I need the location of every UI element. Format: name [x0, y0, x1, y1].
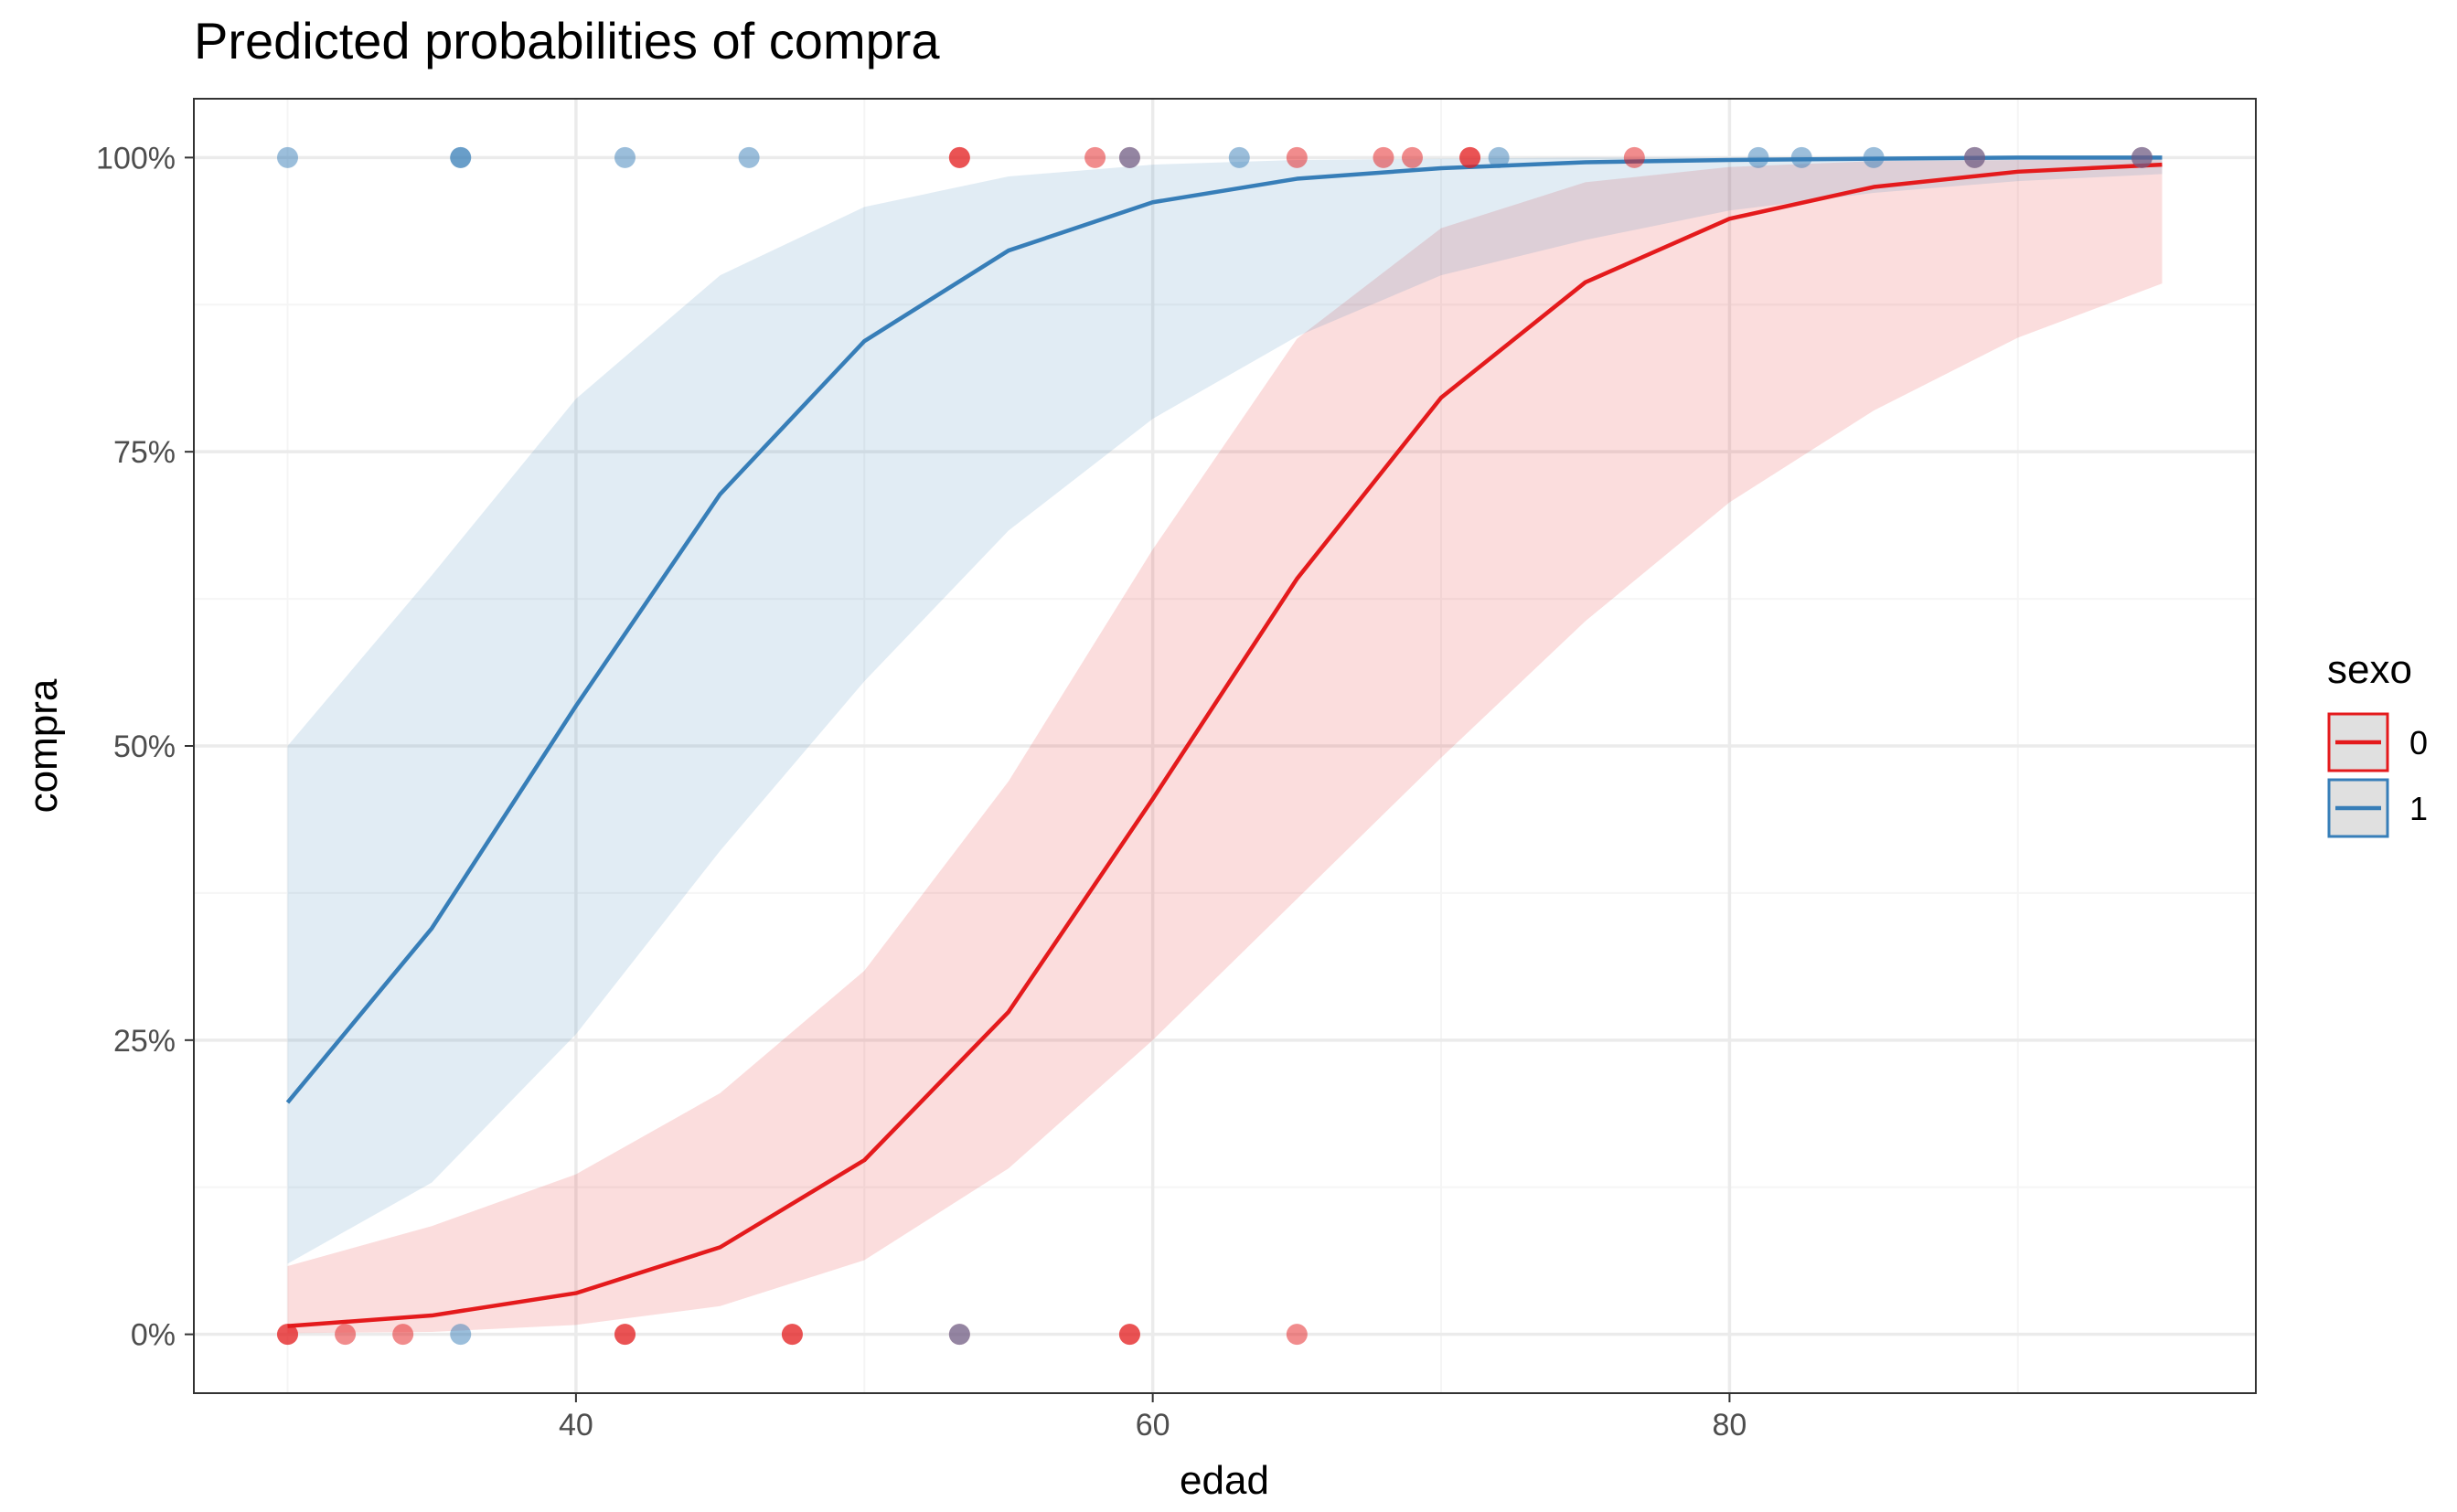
y-tick-label: 75%: [113, 435, 176, 470]
data-point: [781, 1324, 803, 1346]
y-tick-label: 100%: [96, 141, 176, 176]
data-point: [277, 1324, 298, 1346]
data-point: [1118, 1324, 1140, 1346]
data-point: [2131, 146, 2153, 168]
legend: 01: [2327, 712, 2428, 838]
data-point: [1373, 146, 1394, 168]
confidence-band-0: [287, 158, 2163, 1334]
legend-label-0: 0: [2409, 724, 2428, 761]
data-point: [948, 146, 970, 168]
data-point: [392, 1324, 414, 1346]
confidence-band-1: [287, 157, 2163, 1264]
data-point: [614, 146, 636, 168]
series-line-0: [287, 162, 2163, 1328]
data-point: [1459, 146, 1481, 168]
data-point: [450, 1324, 472, 1346]
data-point: [1228, 146, 1250, 168]
data-point: [738, 146, 760, 168]
series-line-1: [285, 155, 2163, 1104]
data-point: [1286, 1324, 1308, 1346]
y-tick-label: 25%: [113, 1024, 176, 1059]
y-axis-title: compra: [21, 678, 66, 813]
y-tick-label: 50%: [113, 729, 176, 764]
legend-title: sexo: [2327, 647, 2412, 692]
data-point: [1964, 146, 1985, 168]
data-point: [614, 1324, 636, 1346]
data-point: [277, 146, 298, 168]
y-axis-ticks: 0% 25% 50% 75% 100%: [96, 141, 194, 1353]
data-point: [1488, 146, 1510, 168]
confidence-bands: [287, 157, 2163, 1334]
data-point: [450, 146, 472, 168]
x-axis-title: edad: [1180, 1458, 1269, 1503]
x-tick-label: 80: [1713, 1408, 1747, 1443]
data-point: [335, 1324, 357, 1346]
data-point: [1790, 146, 1812, 168]
x-axis-ticks: 40 60 80: [559, 1393, 1747, 1443]
data-point: [948, 1324, 970, 1346]
y-tick-label: 0%: [131, 1318, 176, 1353]
data-point: [1747, 146, 1769, 168]
data-point: [1118, 146, 1140, 168]
observation-points: [277, 146, 2153, 1346]
data-point: [1084, 146, 1106, 168]
x-tick-label: 40: [559, 1408, 593, 1443]
grid-major: [194, 99, 2256, 1393]
data-point: [1623, 146, 1645, 168]
data-point: [1863, 146, 1885, 168]
chart-title: Predicted probabilities of compra: [194, 12, 940, 69]
data-point: [1286, 146, 1308, 168]
x-tick-label: 60: [1136, 1408, 1170, 1443]
legend-label-1: 1: [2409, 790, 2428, 827]
data-point: [1402, 146, 1423, 168]
series-lines: [285, 155, 2163, 1328]
